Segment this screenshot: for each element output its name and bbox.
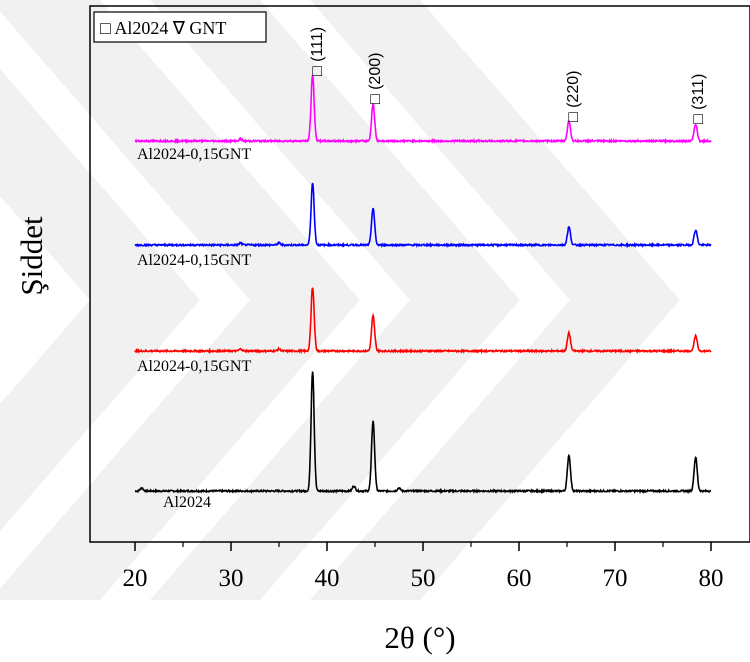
watermark-chevron	[310, 0, 680, 600]
x-tick-label: 40	[315, 565, 340, 592]
x-axis: 20 30 40 50 60 70 80	[123, 542, 724, 592]
series-line-2	[134, 182, 712, 249]
x-axis-title: 2θ (°)	[384, 620, 455, 655]
watermark-chevrons	[0, 0, 680, 600]
legend-frame	[93, 11, 267, 43]
plot-frame	[89, 5, 750, 543]
series-label-1: Al2024-0,15GNT	[137, 358, 251, 375]
x-tick-label: 80	[699, 565, 724, 592]
x-tick-label: 30	[219, 565, 244, 592]
peak-labels: □ (111) □ (200) □ (220) □ (311)	[309, 27, 707, 124]
peak-label: □ (311)	[690, 74, 707, 124]
series-layer	[134, 74, 712, 495]
watermark-chevron	[0, 0, 360, 600]
legend-box: □ Al2024 ∇ GNT	[93, 11, 267, 43]
legend-text: □ Al2024 ∇ GNT	[100, 18, 226, 38]
series-label-2: Al2024-0,15GNT	[137, 252, 251, 269]
series-labels: Al2024 Al2024-0,15GNT Al2024-0,15GNT Al2024…	[137, 146, 251, 511]
series-line-0	[134, 371, 712, 495]
peak-label: □ (220)	[565, 71, 582, 122]
x-tick-label: 50	[411, 565, 436, 592]
watermark-chevron	[0, 69, 200, 531]
watermark-chevron	[150, 0, 520, 600]
series-label-0: Al2024	[163, 494, 211, 511]
series-label-3: Al2024-0,15GNT	[137, 146, 251, 163]
peak-label: □ (200)	[367, 53, 384, 104]
x-tick-label: 20	[123, 565, 148, 592]
y-axis-title: Şiddet	[14, 216, 49, 296]
peak-label: □ (111)	[309, 27, 326, 76]
series-line-3	[134, 74, 712, 145]
series-line-1	[134, 287, 712, 355]
x-tick-label: 60	[507, 565, 532, 592]
x-tick-label: 70	[603, 565, 628, 592]
